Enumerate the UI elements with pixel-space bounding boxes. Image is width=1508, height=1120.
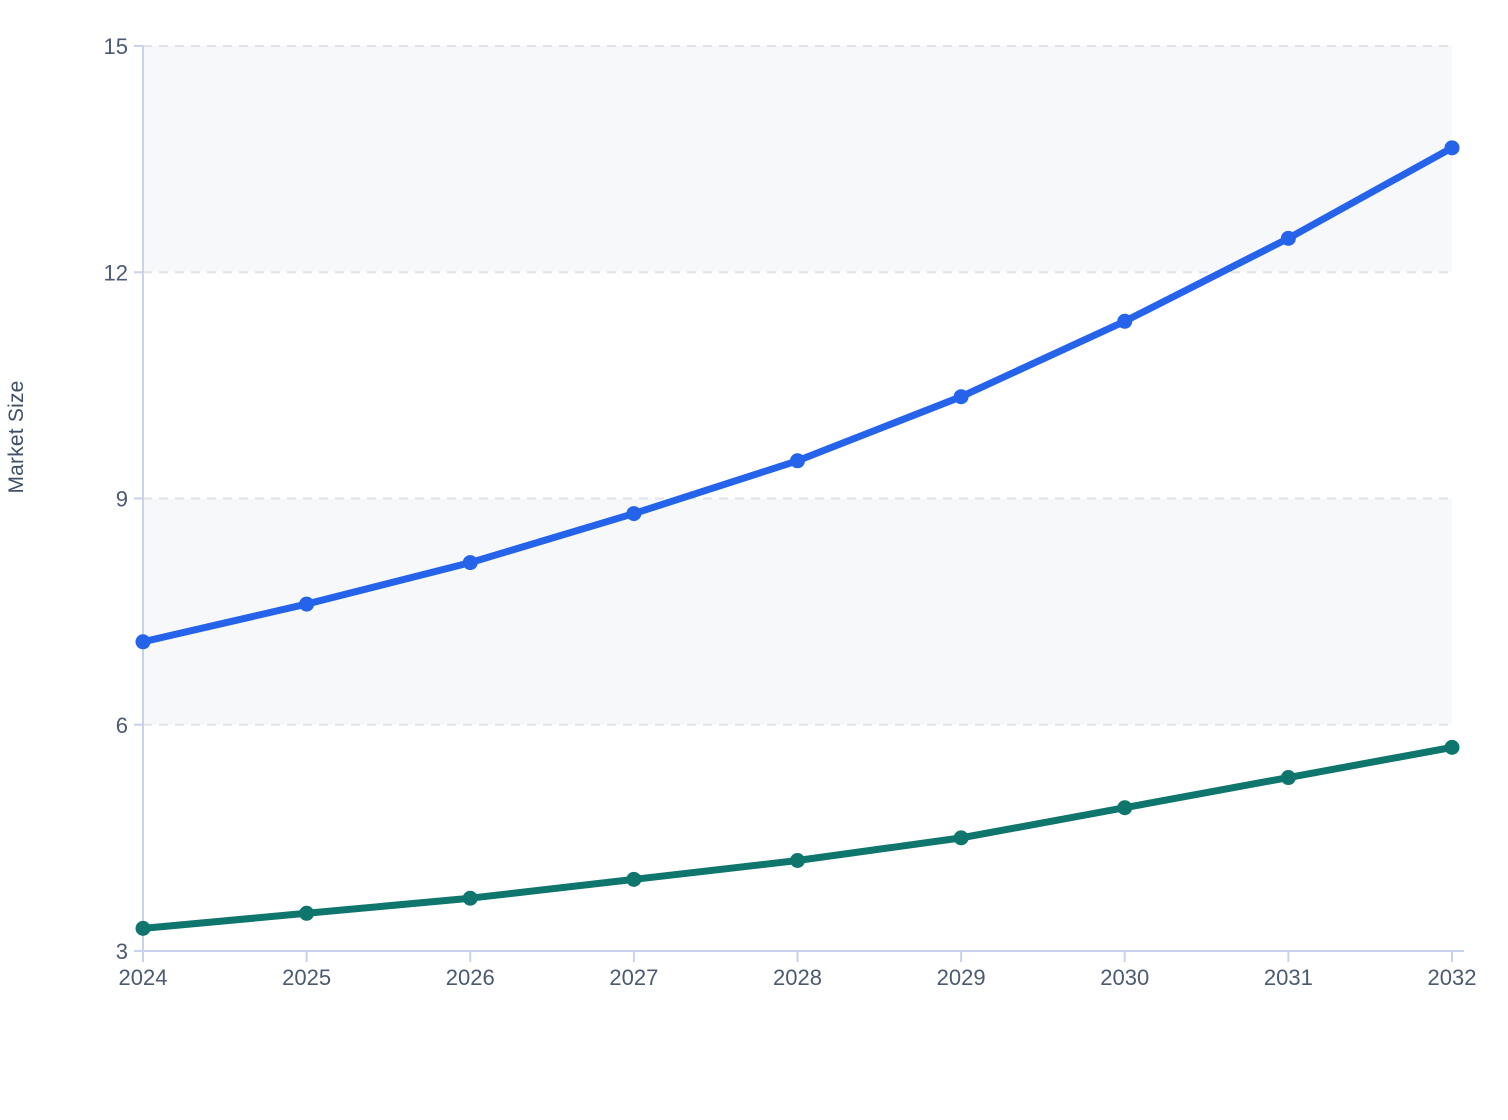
x-tick-label: 2024: [119, 965, 168, 990]
x-tick-label: 2032: [1428, 965, 1477, 990]
data-point: [1117, 313, 1133, 329]
data-point: [790, 853, 805, 868]
series-line: [139, 743, 1456, 932]
x-tick-label: 2027: [609, 965, 658, 990]
y-tick-label: 6: [116, 713, 128, 738]
x-tick-label: 2028: [773, 965, 822, 990]
data-point: [626, 506, 642, 522]
data-point: [1117, 800, 1133, 816]
grid-band: [143, 46, 1452, 273]
data-point: [953, 830, 969, 846]
x-tick-label: 2031: [1264, 965, 1313, 990]
data-point: [135, 634, 151, 650]
y-axis-title: Market Size: [5, 380, 28, 494]
x-tick-label: 2026: [446, 965, 495, 990]
y-tick-label: 3: [116, 939, 128, 964]
y-tick-label: 15: [104, 34, 128, 59]
data-point: [462, 890, 478, 906]
x-tick-label: 2029: [937, 965, 986, 990]
data-point: [953, 389, 969, 405]
data-point: [790, 453, 805, 469]
y-tick-label: 12: [104, 260, 128, 285]
data-point: [299, 596, 315, 612]
grid-band: [143, 498, 1452, 725]
data-point: [626, 871, 642, 887]
data-point: [1280, 230, 1296, 246]
x-tick-label: 2025: [282, 965, 331, 990]
data-point: [1444, 140, 1460, 156]
data-point: [1444, 739, 1460, 755]
data-point: [299, 905, 315, 921]
data-point: [1280, 770, 1296, 786]
y-tick-label: 9: [116, 487, 128, 512]
data-point: [135, 920, 151, 936]
x-tick-label: 2030: [1100, 965, 1149, 990]
data-point: [462, 555, 478, 571]
